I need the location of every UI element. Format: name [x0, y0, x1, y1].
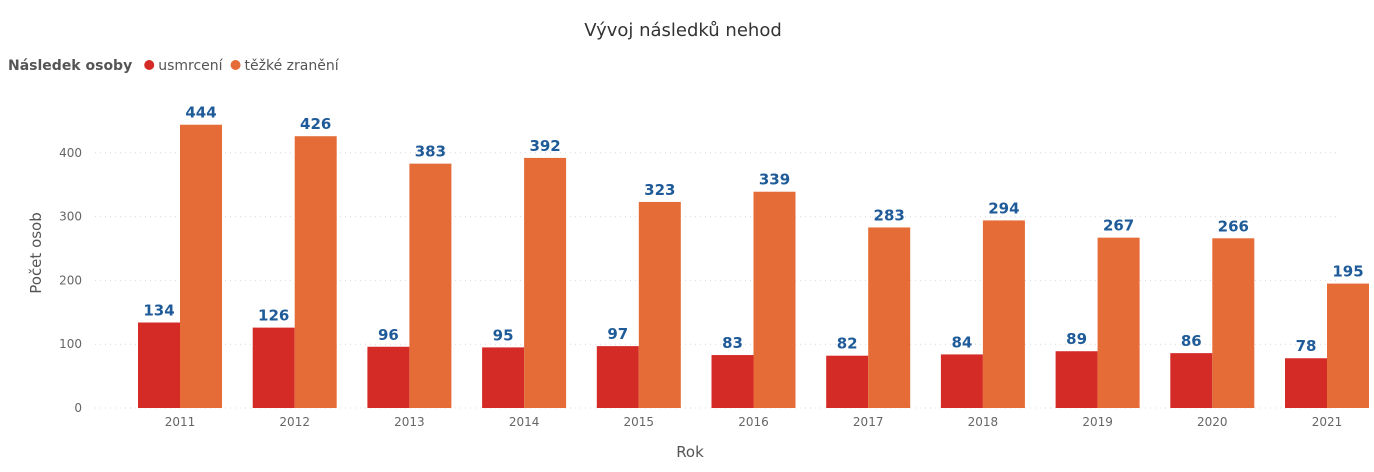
bars: [138, 124, 1369, 408]
x-tick-2021: 2021: [1312, 415, 1343, 429]
bar-těžké-zranění-2013: [409, 163, 452, 408]
x-axis-label: Rok: [676, 443, 704, 461]
bar-těžké-zranění-2018: [982, 220, 1025, 408]
x-tick-2020: 2020: [1197, 415, 1228, 429]
y-tick-200: 200: [59, 273, 82, 287]
data-label-usmrcení-2013: 96: [378, 326, 399, 344]
data-label-těžké-zranění-2021: 195: [1332, 263, 1363, 281]
bar-těžké-zranění-2021: [1327, 283, 1369, 408]
legend: Následek osoby usmrcení těžké zranění: [8, 58, 340, 74]
x-tick-2015: 2015: [624, 415, 655, 429]
y-axis-label: Počet osob: [27, 212, 45, 294]
legend-marker-0: [144, 60, 155, 70]
data-label-usmrcení-2012: 126: [258, 307, 289, 325]
y-axis-ticks: 0 100 200 300 400: [59, 146, 82, 415]
bar-usmrcení-2015: [596, 346, 639, 408]
bar-usmrcení-2011: [138, 322, 180, 408]
bar-usmrcení-2020: [1170, 353, 1213, 408]
data-label-těžké-zranění-2016: 339: [759, 171, 790, 189]
x-tick-2012: 2012: [279, 415, 310, 429]
bar-usmrcení-2019: [1055, 351, 1098, 408]
data-label-těžké-zranění-2018: 294: [988, 199, 1019, 217]
data-label-usmrcení-2015: 97: [607, 325, 628, 343]
x-tick-2016: 2016: [738, 415, 769, 429]
x-tick-2019: 2019: [1082, 415, 1113, 429]
x-tick-2011: 2011: [165, 415, 196, 429]
data-label-usmrcení-2011: 134: [143, 302, 174, 320]
x-tick-2017: 2017: [853, 415, 884, 429]
data-label-těžké-zranění-2011: 444: [185, 104, 216, 122]
bar-těžké-zranění-2014: [524, 157, 567, 408]
data-label-těžké-zranění-2015: 323: [644, 181, 675, 199]
x-tick-2013: 2013: [394, 415, 425, 429]
x-tick-2014: 2014: [509, 415, 540, 429]
bar-usmrcení-2016: [711, 355, 754, 408]
data-label-těžké-zranění-2017: 283: [874, 206, 905, 224]
data-label-usmrcení-2016: 83: [722, 334, 743, 352]
bar-těžké-zranění-2011: [180, 124, 222, 408]
bar-těžké-zranění-2017: [868, 227, 911, 408]
data-label-těžké-zranění-2019: 267: [1103, 217, 1134, 235]
bar-těžké-zranění-2012: [294, 136, 337, 408]
bar-usmrcení-2018: [940, 354, 983, 408]
x-axis-ticks: 2011 2012 2013 2014 2015 2016 2017 2018 2019 2020…: [165, 415, 1343, 429]
legend-marker-1: [230, 60, 241, 70]
data-label-usmrcení-2017: 82: [837, 335, 858, 353]
bar-usmrcení-2021: [1285, 358, 1327, 408]
bar-usmrcení-2013: [367, 346, 410, 408]
legend-label-1: těžké zranění: [245, 58, 340, 74]
data-label-těžké-zranění-2013: 383: [415, 143, 446, 161]
bar-těžké-zranění-2020: [1212, 238, 1255, 408]
data-label-usmrcení-2021: 78: [1296, 337, 1317, 355]
data-label-těžké-zranění-2012: 426: [300, 115, 331, 133]
y-tick-300: 300: [59, 210, 82, 224]
data-label-usmrcení-2020: 86: [1181, 332, 1202, 350]
data-label-usmrcení-2018: 84: [951, 333, 972, 351]
data-labels: 134 444 126 426 96 383 95 392 97 323 83 339 82 283 84 2…: [143, 104, 1363, 356]
chart-title: Vývoj následků nehod: [584, 20, 782, 41]
legend-label-0: usmrcení: [158, 58, 223, 74]
y-tick-0: 0: [74, 401, 82, 415]
bar-usmrcení-2017: [826, 355, 869, 408]
data-label-těžké-zranění-2014: 392: [529, 137, 560, 155]
bar-těžké-zranění-2015: [638, 201, 681, 408]
y-tick-400: 400: [59, 146, 82, 160]
bar-těžké-zranění-2019: [1097, 237, 1140, 408]
legend-title: Následek osoby: [8, 58, 132, 74]
x-tick-2018: 2018: [968, 415, 999, 429]
y-tick-100: 100: [59, 337, 82, 351]
data-label-těžké-zranění-2020: 266: [1218, 217, 1249, 235]
data-label-usmrcení-2014: 95: [493, 326, 514, 344]
bar-usmrcení-2014: [482, 347, 525, 408]
bar-těžké-zranění-2016: [753, 191, 796, 408]
data-label-usmrcení-2019: 89: [1066, 330, 1087, 348]
bar-usmrcení-2012: [252, 327, 295, 408]
